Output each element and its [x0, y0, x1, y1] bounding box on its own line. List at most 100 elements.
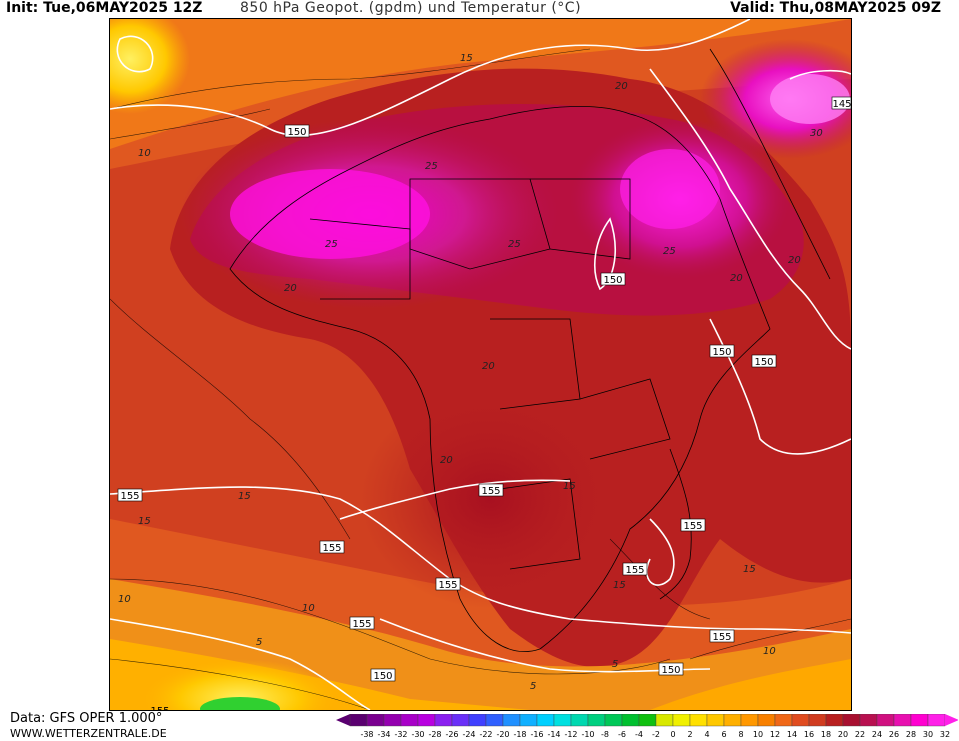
svg-text:25: 25 — [325, 239, 338, 250]
svg-text:25: 25 — [508, 239, 521, 250]
legend-swatch — [825, 714, 844, 727]
legend-tick-label: 30 — [923, 730, 933, 739]
svg-text:155: 155 — [683, 521, 702, 532]
legend-swatch — [485, 714, 504, 727]
svg-text:10: 10 — [763, 646, 776, 657]
svg-text:155: 155 — [712, 632, 731, 643]
legend-tick-label: -16 — [530, 730, 543, 739]
legend-tick-label: 2 — [687, 730, 692, 739]
legend-swatch — [383, 714, 402, 727]
svg-text:155: 155 — [322, 543, 341, 554]
legend-tick-label: 6 — [721, 730, 726, 739]
legend-tick-label: 12 — [770, 730, 780, 739]
website-link[interactable]: WWW.WETTERZENTRALE.DE — [10, 727, 167, 740]
temperature-field: 150 150 150 150 150 145 155 155 155 155 … — [110, 19, 851, 710]
svg-text:150: 150 — [712, 347, 731, 358]
legend-tick-label: -2 — [652, 730, 660, 739]
legend-tick-label: 26 — [889, 730, 899, 739]
svg-text:10: 10 — [138, 148, 151, 159]
legend-tick-label: -4 — [635, 730, 643, 739]
svg-text:15: 15 — [138, 516, 151, 527]
svg-text:155: 155 — [438, 580, 457, 591]
svg-text:25: 25 — [425, 161, 438, 172]
svg-text:150: 150 — [661, 665, 680, 676]
legend-tick-label: 22 — [855, 730, 865, 739]
svg-text:30: 30 — [810, 128, 823, 139]
svg-text:20: 20 — [284, 283, 297, 294]
svg-text:10: 10 — [302, 603, 315, 614]
svg-text:150: 150 — [373, 671, 392, 682]
svg-text:155: 155 — [120, 491, 139, 502]
svg-text:15: 15 — [238, 491, 251, 502]
svg-text:20: 20 — [615, 81, 628, 92]
legend-tick-label: -14 — [547, 730, 560, 739]
label-145: 145 — [831, 96, 851, 110]
svg-text:5: 5 — [256, 637, 262, 648]
legend-swatch — [791, 714, 810, 727]
svg-text:150: 150 — [754, 357, 773, 368]
geopotential-labels: 150 150 150 150 150 145 155 155 155 155 … — [117, 96, 851, 710]
svg-text:155: 155 — [625, 565, 644, 576]
legend-tick-label: -8 — [601, 730, 609, 739]
legend-swatch — [536, 714, 555, 727]
legend-swatch — [927, 714, 946, 727]
label-155-mada: 155 — [680, 518, 706, 532]
svg-text:20: 20 — [788, 255, 801, 266]
temperature-contours — [110, 48, 851, 710]
legend-tick-label: -30 — [411, 730, 424, 739]
svg-text:20: 20 — [440, 455, 453, 466]
label-150-horn: 150 — [709, 344, 735, 358]
label-155-c: 155 — [478, 483, 504, 497]
legend-tick-label: -38 — [360, 730, 373, 739]
weather-map: 150 150 150 150 150 145 155 155 155 155 … — [109, 18, 852, 711]
label-155-ind: 155 — [709, 629, 735, 643]
svg-text:10: 10 — [118, 594, 131, 605]
legend-tick-label: 0 — [670, 730, 675, 739]
legend-swatch — [740, 714, 759, 727]
svg-text:15: 15 — [613, 580, 626, 591]
legend-tick-label: -24 — [462, 730, 475, 739]
svg-text:145: 145 — [832, 99, 851, 110]
legend-swatch — [519, 714, 538, 727]
svg-text:20: 20 — [730, 273, 743, 284]
label-155-atl: 155 — [349, 616, 375, 630]
legend-tick-label: -12 — [564, 730, 577, 739]
legend-swatch — [689, 714, 708, 727]
svg-text:20: 20 — [482, 361, 495, 372]
init-time: Init: Tue,06MAY2025 12Z — [6, 0, 203, 16]
legend-swatch — [859, 714, 878, 727]
legend-swatch — [774, 714, 793, 727]
label-155-sw: 155 — [319, 540, 345, 554]
legend-tick-label: 10 — [753, 730, 763, 739]
legend-swatch — [876, 714, 895, 727]
legend-swatch — [553, 714, 572, 727]
svg-text:150: 150 — [603, 275, 622, 286]
legend-swatch — [757, 714, 776, 727]
label-150-south: 150 — [370, 668, 396, 682]
map-title: 850 hPa Geopot. (gpdm) und Temperatur (°… — [240, 0, 582, 16]
legend-swatch — [808, 714, 827, 727]
svg-text:15: 15 — [563, 481, 576, 492]
svg-text:5: 5 — [612, 659, 618, 670]
legend-swatch — [468, 714, 487, 727]
label-150-nw: 150 — [284, 124, 310, 138]
label-155-bottom: 155 — [150, 706, 169, 710]
svg-text:150: 150 — [287, 127, 306, 138]
label-150-se: 150 — [658, 662, 684, 676]
legend-swatch — [655, 714, 674, 727]
legend-tick-label: 4 — [704, 730, 709, 739]
label-155-mz: 155 — [622, 562, 648, 576]
legend-tick-label: -6 — [618, 730, 626, 739]
legend-swatch — [434, 714, 453, 727]
temperature-labels: 15 10 20 25 25 25 20 20 25 30 20 20 20 1… — [118, 53, 823, 692]
legend-arrow-right — [945, 714, 958, 726]
legend-swatch — [893, 714, 912, 727]
color-legend: -38 -34 -32 -30 -28 -26 -24 -22 -20 -18 -16 -14 -12-… — [336, 714, 958, 739]
legend-swatch — [587, 714, 606, 727]
label-155-w: 155 — [117, 488, 143, 502]
svg-text:155: 155 — [352, 619, 371, 630]
legend-tick-label: 32 — [940, 730, 950, 739]
legend-tick-label: -20 — [496, 730, 509, 739]
legend-swatch — [672, 714, 691, 727]
data-source: Data: GFS OPER 1.000° — [10, 711, 163, 726]
